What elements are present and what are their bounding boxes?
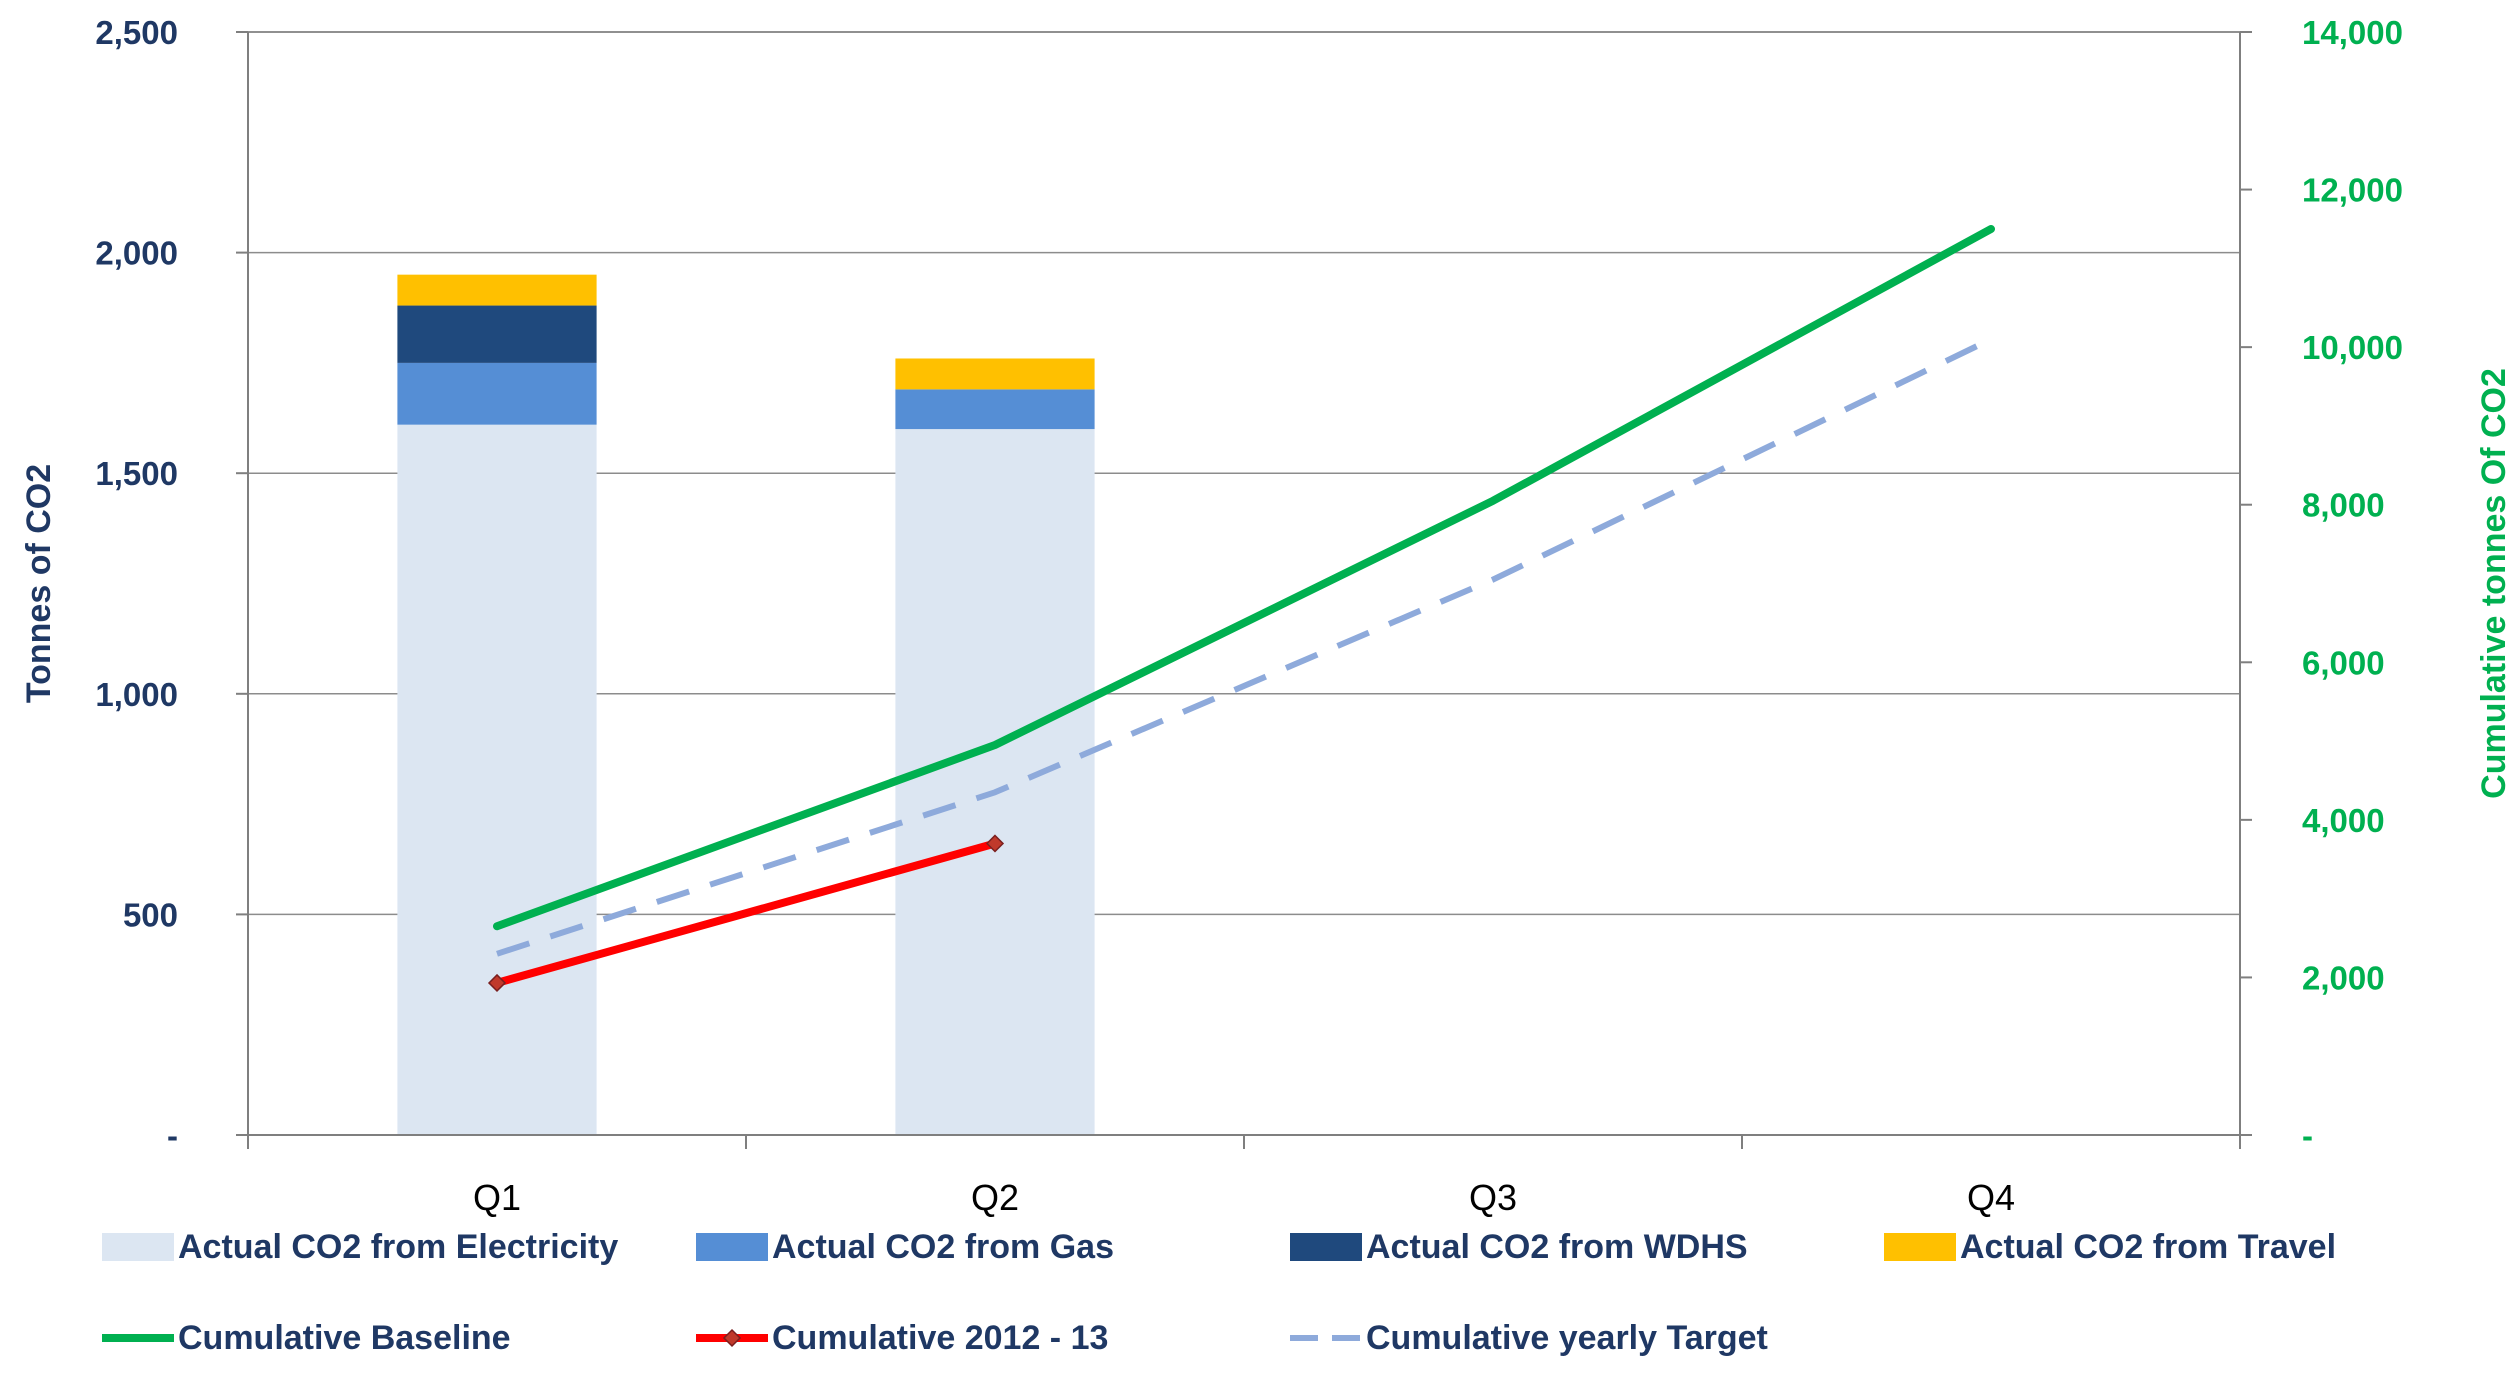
bar-actual-co2-from-electricity-q1 bbox=[397, 424, 597, 1136]
legend-label-actual-co2-from-wdhs: Actual CO2 from WDHS bbox=[1366, 1228, 1748, 1266]
line-cumulative-2012-13 bbox=[493, 839, 999, 987]
legend-swatch-actual-co2-from-wdhs bbox=[1290, 1233, 1362, 1261]
legend-label-cumulative-yearly-target: Cumulative yearly Target bbox=[1366, 1319, 1768, 1357]
left-tick-label-3: 1,500 bbox=[95, 455, 178, 492]
x-tick-label-q4: Q4 bbox=[1967, 1177, 2015, 1218]
right-tick-label-3: 6,000 bbox=[2302, 644, 2385, 681]
bar-actual-co2-from-electricity-q2 bbox=[895, 429, 1095, 1136]
bar-actual-co2-from-wdhs-q1 bbox=[397, 305, 597, 363]
bar-actual-co2-from-travel-q1 bbox=[397, 274, 597, 306]
x-tick-label-q2: Q2 bbox=[971, 1177, 1019, 1218]
left-tick-label-4: 2,000 bbox=[95, 235, 178, 272]
marker-cumulative-2012-13-1 bbox=[985, 834, 1005, 853]
right-tick-label-4: 8,000 bbox=[2302, 487, 2385, 524]
right-tick-label-6: 12,000 bbox=[2302, 172, 2403, 209]
marker-cumulative-2012-13-0 bbox=[487, 973, 507, 993]
left-tick-label-1: 500 bbox=[123, 896, 178, 933]
legend-swatch-actual-co2-from-travel bbox=[1884, 1233, 1956, 1261]
left-tick-label-5: 2,500 bbox=[95, 14, 178, 51]
left-tick-label-2: 1,000 bbox=[95, 676, 178, 713]
left-axis-title: Tonnes of CO2 bbox=[20, 464, 58, 703]
legend-label-actual-co2-from-electricity: Actual CO2 from Electricity bbox=[178, 1228, 618, 1266]
legend-label-actual-co2-from-travel: Actual CO2 from Travel bbox=[1960, 1228, 2336, 1266]
bar-actual-co2-from-travel-q2 bbox=[895, 358, 1095, 390]
right-tick-label-7: 14,000 bbox=[2302, 14, 2403, 51]
right-tick-label-2: 4,000 bbox=[2302, 802, 2385, 839]
bars bbox=[397, 274, 1095, 1136]
legend-marker-cumulative-2012-13 bbox=[722, 1328, 742, 1348]
legend-label-cumulative-2012-13: Cumulative 2012 - 13 bbox=[772, 1319, 1108, 1357]
right-tick-label-1: 2,000 bbox=[2302, 959, 2385, 996]
legend-swatch-actual-co2-from-gas bbox=[696, 1233, 768, 1261]
right-tick-label-0: - bbox=[2302, 1117, 2313, 1154]
axes: - 500 1,000 1,500 2,000 2,500 - 2,000 4,000 6,000… bbox=[20, 14, 2513, 1218]
line-cumulative-baseline bbox=[493, 225, 1995, 931]
line-cumulative-yearly-target bbox=[496, 336, 1993, 957]
lines bbox=[487, 225, 1995, 993]
x-tick-label-q3: Q3 bbox=[1469, 1177, 1517, 1218]
x-tick-label-q1: Q1 bbox=[473, 1177, 521, 1218]
left-tick-label-0: - bbox=[167, 1117, 178, 1154]
legend-swatch-actual-co2-from-electricity bbox=[102, 1233, 174, 1261]
legend-label-cumulative-baseline: Cumulative Baseline bbox=[178, 1319, 511, 1357]
right-tick-label-5: 10,000 bbox=[2302, 329, 2403, 366]
right-axis-title: Cumulative tonnes Of CO2 bbox=[2475, 368, 2513, 799]
legend: Actual CO2 from Electricity Actual CO2 fr… bbox=[102, 1228, 2336, 1357]
bar-actual-co2-from-gas-q2 bbox=[895, 389, 1095, 430]
bar-actual-co2-from-gas-q1 bbox=[397, 362, 597, 425]
legend-label-actual-co2-from-gas: Actual CO2 from Gas bbox=[772, 1228, 1114, 1266]
